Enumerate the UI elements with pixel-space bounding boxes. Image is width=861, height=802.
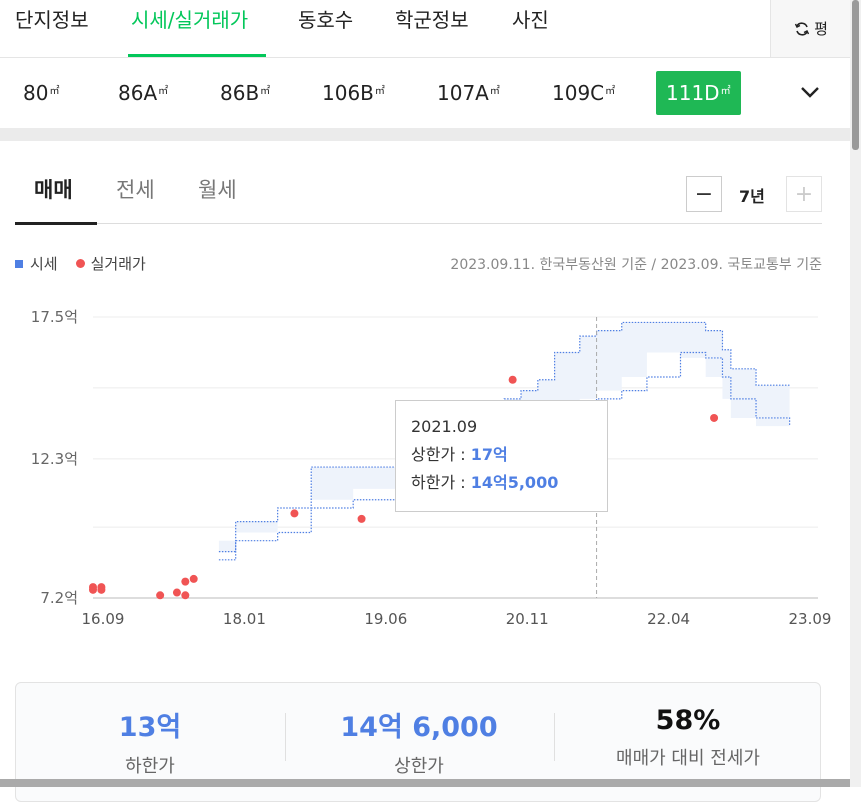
tab-sale[interactable]: 매매 — [34, 178, 73, 202]
summary-divider — [285, 713, 286, 761]
y-axis: 7.2억 12.3억 17.5억 — [31, 308, 78, 607]
chevron-down-icon[interactable] — [798, 80, 822, 104]
actual-trade-point[interactable] — [189, 574, 198, 583]
actual-trade-point[interactable] — [97, 583, 106, 592]
period-value: 7년 — [739, 187, 765, 206]
actual-trade-point[interactable] — [710, 413, 719, 422]
legend-actual-swatch — [75, 259, 85, 268]
summary-ratio-value: 58% — [655, 705, 721, 736]
unit-toggle-label: 평 — [814, 20, 828, 38]
size-option-86a[interactable]: 86A ㎡ — [118, 81, 169, 105]
section-separator — [0, 128, 850, 141]
tabs-divider — [15, 223, 822, 224]
refresh-icon — [794, 21, 810, 36]
actual-trade-point[interactable] — [172, 588, 181, 597]
tab-units[interactable]: 동호수 — [298, 8, 354, 32]
y-tick-label: 12.3억 — [31, 450, 78, 468]
chart-tooltip: 2021.09 상한가 : 17억 하한가 : 14억5,000 — [395, 400, 608, 512]
horizontal-scrollbar[interactable] — [0, 779, 850, 787]
tab-school[interactable]: 학군정보 — [395, 8, 469, 32]
tooltip-upper-value: 17억 — [470, 445, 508, 464]
tab-jeonse[interactable]: 전세 — [116, 178, 155, 202]
x-tick-label: 23.09 — [789, 610, 832, 628]
actual-trade-point[interactable] — [290, 509, 299, 518]
size-option-80[interactable]: 80 ㎡ — [23, 81, 60, 105]
legend-market-swatch — [15, 259, 23, 268]
deal-type-tabs: 매매 전세 월세 − 7년 + — [0, 141, 850, 226]
summary-upper-value: 14억 6,000 — [340, 712, 498, 743]
actual-trade-point[interactable] — [508, 375, 517, 384]
data-source: 2023.09.11. 한국부동산원 기준 / 2023.09. 국토교통부 기… — [450, 257, 822, 273]
chart-legend: 시세 실거래가 — [15, 253, 146, 274]
tooltip-upper: 상한가 : 17억 — [411, 445, 508, 464]
active-tab-underline — [128, 54, 266, 57]
size-option-86b[interactable]: 86B ㎡ — [220, 81, 271, 105]
actual-trade-point[interactable] — [181, 591, 190, 600]
size-option-107a[interactable]: 107A ㎡ — [437, 81, 500, 105]
size-selector: 80 ㎡ 86A ㎡ 86B ㎡ 106B ㎡ 107A ㎡ 109C ㎡ 111D ㎡ — [0, 58, 850, 128]
unit-toggle-button[interactable]: 평 — [770, 0, 851, 57]
summary-lower-label: 하한가 — [125, 756, 175, 777]
tab-complex-info[interactable]: 단지정보 — [15, 8, 89, 32]
x-axis: 16.09 18.01 19.06 20.11 22.04 23.09 — [82, 610, 832, 628]
vertical-scrollbar[interactable] — [850, 0, 861, 787]
size-option-109c[interactable]: 109C ㎡ — [552, 81, 616, 105]
market-price-upper-line — [218, 321, 790, 553]
tooltip-lower: 하한가 : 14억5,000 — [411, 473, 559, 492]
tab-photos[interactable]: 사진 — [512, 8, 549, 32]
size-option-106b[interactable]: 106B ㎡ — [322, 81, 385, 105]
actual-trade-points — [89, 375, 719, 600]
summary-lower: 13억 하한가 — [16, 705, 284, 778]
x-tick-label: 16.09 — [82, 610, 125, 628]
size-option-111d[interactable]: 111D ㎡ — [656, 71, 741, 115]
summary-upper-label: 상한가 — [394, 756, 444, 777]
top-nav: 단지정보 시세/실거래가 동호수 학군정보 사진 평 — [0, 0, 861, 58]
tab-price[interactable]: 시세/실거래가 — [131, 8, 249, 32]
price-chart[interactable]: 7.2억 12.3억 17.5억 16.09 18.01 19.06 20.11 22.04… — [0, 290, 850, 635]
active-deal-underline — [15, 222, 97, 225]
actual-trade-point[interactable] — [357, 514, 366, 523]
y-tick-label: 7.2억 — [40, 589, 78, 607]
summary-ratio-label: 매매가 대비 전세가 — [616, 748, 760, 769]
x-tick-label: 20.11 — [506, 610, 549, 628]
tooltip-date: 2021.09 — [411, 417, 478, 436]
x-tick-label: 22.04 — [647, 610, 690, 628]
actual-trade-point[interactable] — [156, 591, 165, 600]
actual-trade-point[interactable] — [89, 583, 97, 592]
x-tick-label: 19.06 — [364, 610, 407, 628]
period-decrease-button[interactable]: − — [686, 176, 722, 212]
legend-market-label: 시세 — [30, 255, 58, 273]
scrollbar-thumb[interactable] — [852, 0, 859, 150]
tooltip-lower-value: 14억5,000 — [470, 473, 559, 492]
legend-actual-label: 실거래가 — [90, 255, 146, 273]
x-tick-label: 18.01 — [223, 610, 266, 628]
summary-divider — [554, 713, 555, 761]
period-increase-button[interactable]: + — [786, 176, 822, 212]
y-tick-label: 17.5억 — [31, 308, 78, 326]
summary-ratio: 58% 매매가 대비 전세가 — [554, 705, 822, 770]
summary-lower-value: 13억 — [118, 712, 182, 743]
summary-upper: 14억 6,000 상한가 — [285, 705, 553, 778]
actual-trade-point[interactable] — [181, 577, 190, 586]
tab-monthly-rent[interactable]: 월세 — [198, 178, 237, 202]
